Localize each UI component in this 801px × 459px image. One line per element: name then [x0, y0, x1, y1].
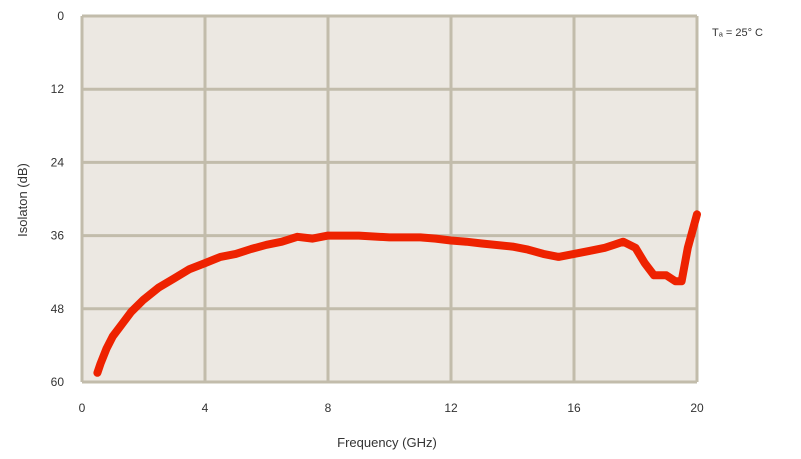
x-tick-label: 20: [690, 401, 704, 415]
y-tick-label: 60: [51, 375, 65, 389]
y-tick-label: 36: [51, 229, 65, 243]
y-tick-label: 48: [51, 302, 65, 316]
temperature-annotation: Tₐ = 25° C: [712, 27, 763, 39]
y-tick-label: 12: [51, 82, 65, 96]
x-tick-label: 4: [202, 401, 209, 415]
y-tick-labels: 0 12 24 36 48 60: [51, 9, 65, 389]
series-group: [93, 210, 701, 377]
isolation-series-line: [93, 210, 701, 377]
y-tick-label: 24: [51, 155, 65, 169]
x-tick-label: 0: [79, 401, 86, 415]
plot-area: [82, 16, 697, 382]
y-tick-label: 0: [57, 9, 64, 23]
y-axis-label: Isolaton (dB): [15, 163, 30, 237]
x-tick-labels: 0 4 8 12 16 20: [79, 401, 704, 415]
x-tick-label: 12: [444, 401, 458, 415]
grid-lines: [80, 14, 699, 384]
x-tick-label: 8: [325, 401, 332, 415]
x-axis-label: Frequency (GHz): [337, 435, 437, 450]
x-tick-label: 16: [567, 401, 581, 415]
